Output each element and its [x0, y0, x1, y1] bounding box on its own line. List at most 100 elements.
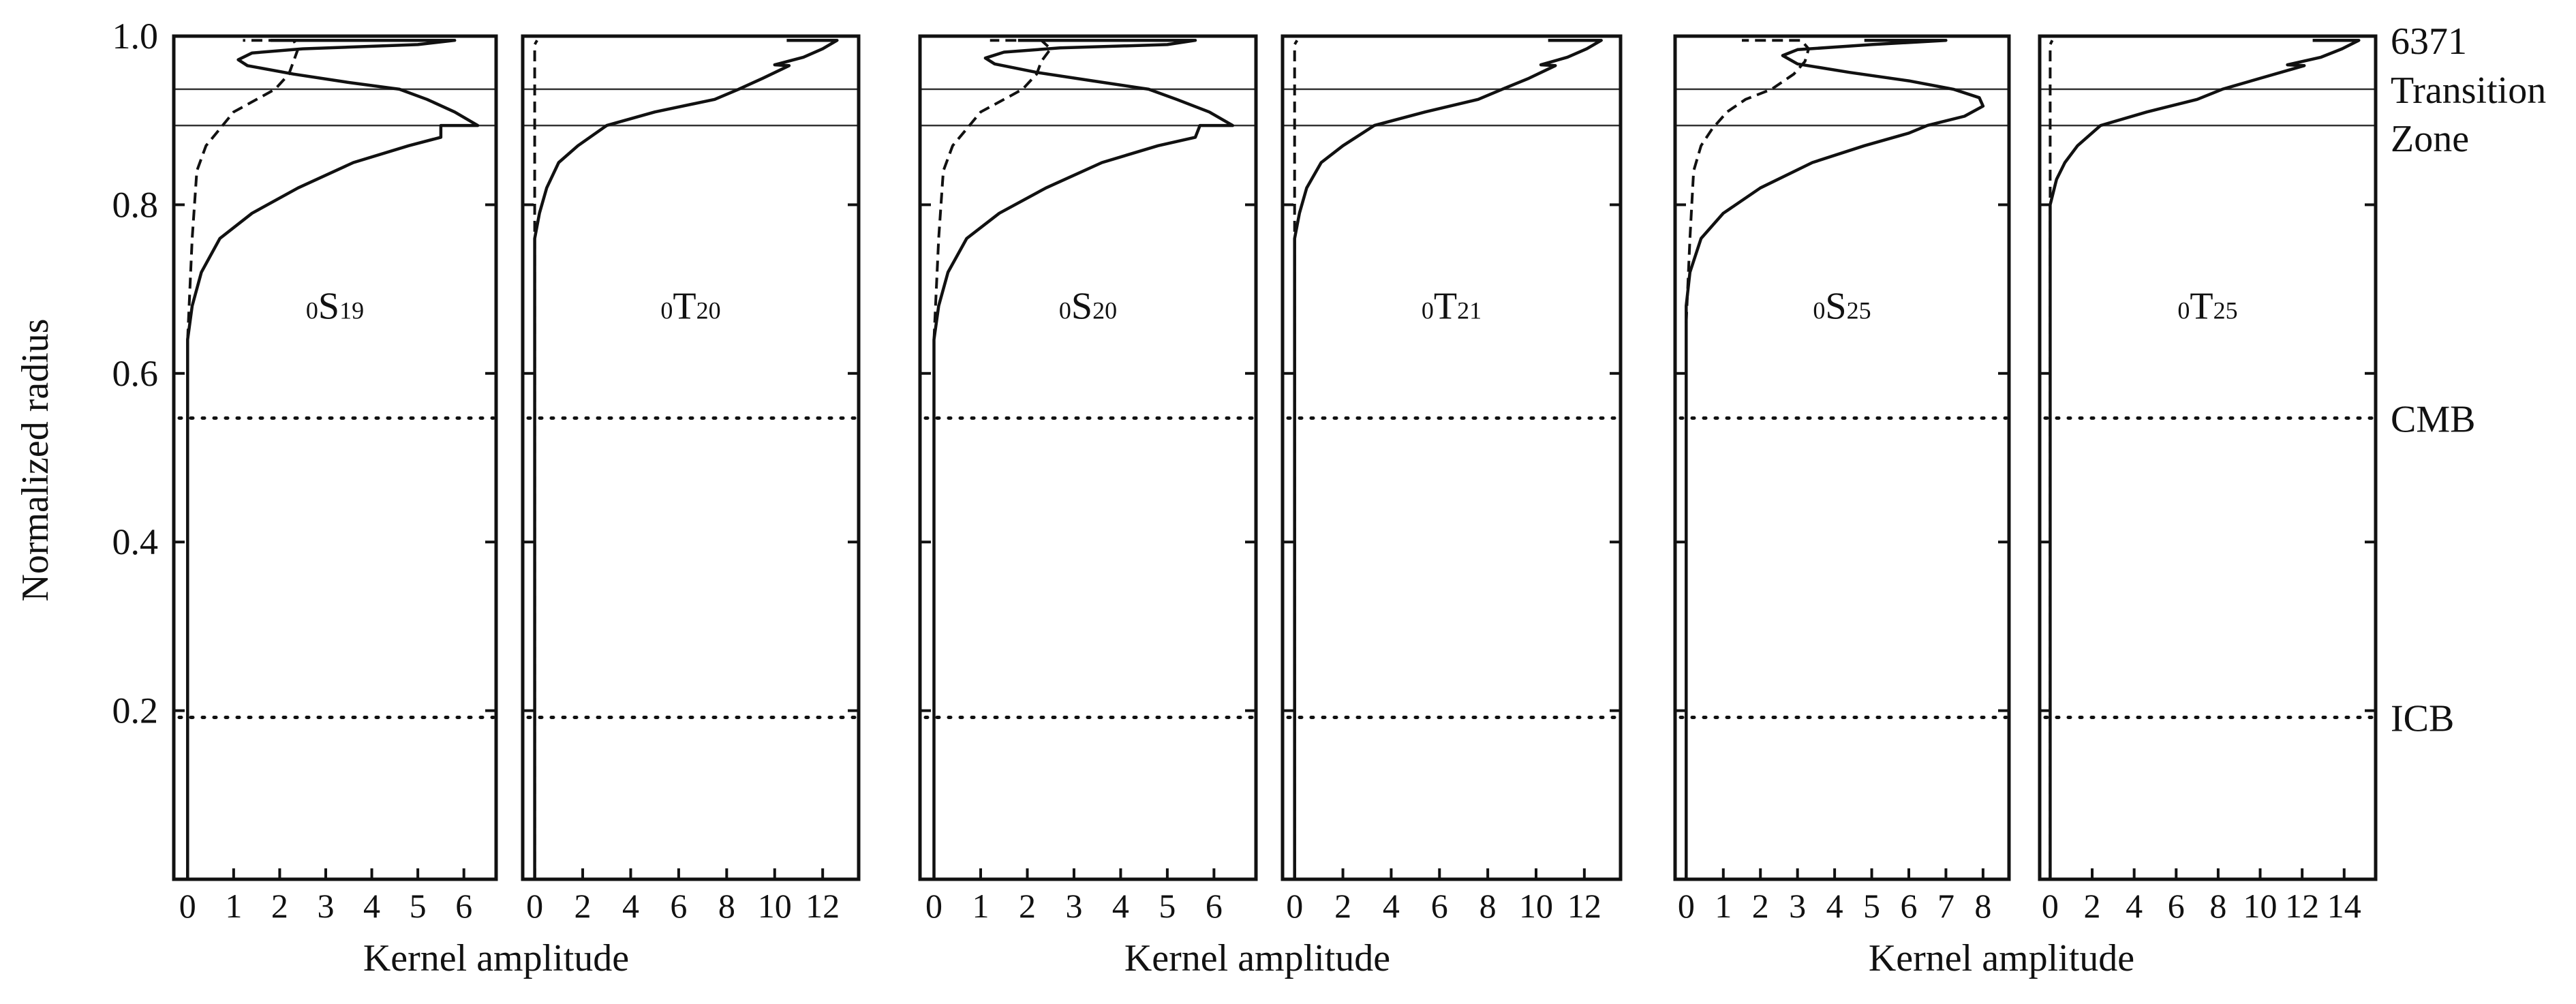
x-axis-title: Kernel amplitude: [1124, 937, 1390, 979]
boundary-label-cmb: CMB: [2391, 398, 2476, 440]
x-tick-label: 3: [1789, 887, 1806, 925]
mode-degree: 19: [339, 296, 364, 324]
kernel-curve-dashed: [1293, 40, 1299, 879]
panel-frame: [521, 34, 861, 881]
boundary-labels: 6371 Transition Zone CMB ICB: [2391, 20, 2546, 740]
x-tick-label: 12: [806, 887, 840, 925]
x-tick-label: 8: [1974, 887, 1991, 925]
x-axis-title: Kernel amplitude: [1869, 937, 2134, 979]
x-tick-label: 7: [1937, 887, 1954, 925]
x-tick-label: 6: [1431, 887, 1448, 925]
x-tick-label: 2: [1334, 887, 1351, 925]
mode-type: T: [673, 285, 696, 327]
x-tick-label: 3: [1065, 887, 1082, 925]
x-tick-label: 3: [317, 887, 334, 925]
boundary-label-transition: Transition: [2391, 70, 2546, 112]
kernel-curve-solid: [932, 38, 1235, 879]
x-tick-label: 10: [758, 887, 792, 925]
y-tick-label: 0.4: [112, 521, 159, 562]
mode-label: 0S20: [1059, 285, 1117, 327]
mode-type: S: [1825, 285, 1846, 327]
mode-overtone: 0: [1422, 296, 1434, 324]
boundary-label-icb: ICB: [2391, 697, 2454, 740]
kernel-curve-solid: [2049, 38, 2361, 879]
y-tick-label: 0.8: [112, 184, 159, 225]
mode-label: 0T21: [1422, 285, 1482, 327]
boundary-label-6371: 6371: [2391, 20, 2467, 63]
x-tick-label: 2: [2084, 887, 2101, 925]
mode-label: 0S25: [1813, 285, 1871, 327]
x-axis-title: Kernel amplitude: [363, 937, 629, 979]
mode-degree: 25: [1847, 296, 1871, 324]
x-tick-label: 5: [410, 887, 427, 925]
mode-overtone: 0: [2177, 296, 2190, 324]
mode-type: S: [318, 285, 339, 327]
mode-overtone: 0: [660, 296, 673, 324]
panel-frame: [918, 34, 1258, 881]
mode-label: 0S19: [306, 285, 364, 327]
x-tick-label: 12: [1567, 887, 1601, 925]
x-tick-label: 6: [1901, 887, 1918, 925]
x-tick-label: 4: [622, 887, 639, 925]
mode-type: T: [2190, 285, 2213, 327]
x-tick-label: 6: [1206, 887, 1223, 925]
kernel-curve-solid: [533, 38, 839, 879]
boundary-label-zone: Zone: [2391, 118, 2469, 160]
x-tick-label: 10: [1519, 887, 1553, 925]
mode-degree: 21: [1457, 296, 1482, 324]
x-tick-label: 1: [225, 887, 242, 925]
y-tick-labels: 1.0 0.8 0.6 0.4 0.2: [112, 16, 159, 731]
panel-frame: [1281, 34, 1623, 881]
kernel-curve-solid: [1685, 38, 1985, 879]
x-tick-label: 0: [925, 887, 942, 925]
y-tick-label: 0.2: [112, 690, 159, 731]
kernel-curve-dashed: [932, 39, 1053, 340]
x-tick-label: 2: [1019, 887, 1036, 925]
x-tick-label: 4: [363, 887, 380, 925]
kernel-curve-dashed: [1685, 39, 1811, 323]
mode-degree: 20: [1092, 296, 1117, 324]
panel-frame: [172, 34, 498, 881]
x-tick-label: 2: [271, 887, 288, 925]
kernel-curve-solid: [186, 38, 480, 879]
mode-overtone: 0: [306, 296, 318, 324]
panel-frame: [2038, 34, 2378, 881]
y-axis-title: Normalized radius: [14, 318, 57, 601]
y-tick-label: 1.0: [112, 16, 159, 57]
x-tick-label: 0: [1286, 887, 1303, 925]
mode-degree: 25: [2213, 296, 2238, 324]
x-tick-label: 8: [718, 887, 735, 925]
x-tick-label: 5: [1863, 887, 1880, 925]
mode-overtone: 0: [1813, 296, 1825, 324]
x-tick-label: 4: [1826, 887, 1843, 925]
x-tick-label: 8: [1479, 887, 1497, 925]
x-tick-label: 0: [526, 887, 543, 925]
x-tick-label: 8: [2209, 887, 2226, 925]
x-tick-label: 10: [2243, 887, 2278, 925]
x-tick-label: 1: [972, 887, 990, 925]
mode-degree: 20: [696, 296, 721, 324]
x-tick-label: 0: [2042, 887, 2059, 925]
kernel-curve-dashed: [2049, 40, 2054, 879]
x-axis-titles: Kernel amplitude Kernel amplitude Kernel…: [363, 937, 2134, 979]
mode-type: T: [1434, 285, 1457, 327]
mode-overtone: 0: [1059, 296, 1071, 324]
kernel-curve-dashed: [186, 39, 300, 340]
x-tick-label: 5: [1159, 887, 1176, 925]
kernel-curve-solid: [1293, 38, 1603, 879]
x-tick-label: 12: [2285, 887, 2319, 925]
x-tick-label: 0: [179, 887, 196, 925]
x-tick-label: 6: [455, 887, 472, 925]
x-tick-label: 2: [1752, 887, 1769, 925]
x-tick-label: 6: [2168, 887, 2185, 925]
x-tick-label: 2: [574, 887, 592, 925]
mode-type: S: [1071, 285, 1092, 327]
y-tick-label: 0.6: [112, 353, 159, 394]
x-tick-label: 6: [670, 887, 687, 925]
